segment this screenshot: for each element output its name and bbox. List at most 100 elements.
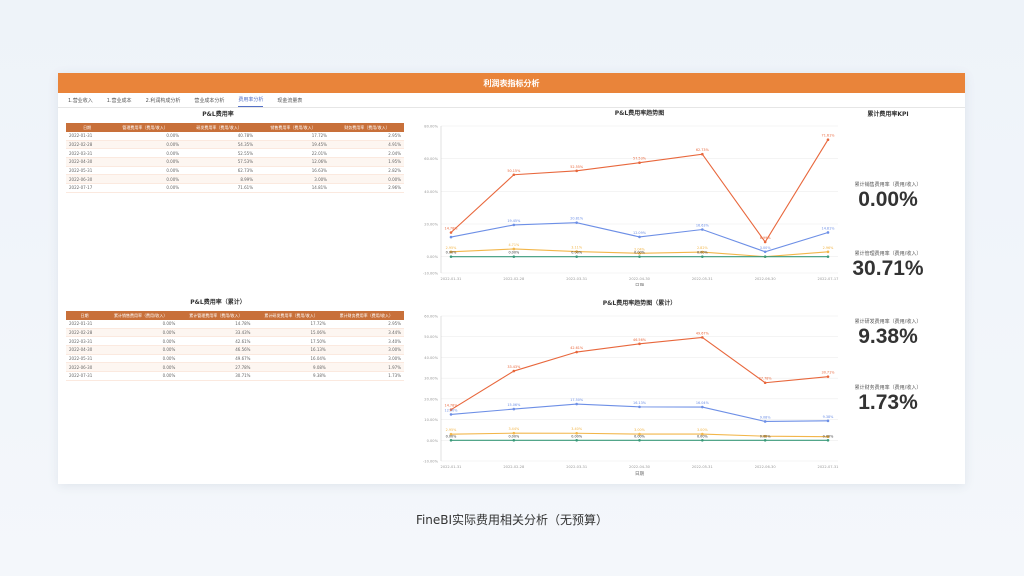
y-tick-label: 40.00% [424, 356, 438, 360]
data-label: 0.00% [508, 434, 520, 438]
table-cell: 40.78% [182, 132, 257, 141]
data-point [701, 228, 704, 231]
data-label: 14.81% [822, 226, 836, 230]
x-tick-label: 2022-02-28 [503, 277, 525, 281]
column-header[interactable]: 研发费用率（费用/收入） [182, 123, 257, 132]
table-cell: 2022-01-31 [66, 132, 109, 141]
tab-2[interactable]: 1.营业成本 [106, 98, 132, 104]
x-tick-label: 2022-01-31 [441, 465, 462, 469]
table-cell: 14.81% [256, 183, 330, 193]
table-cell: 22.01% [256, 148, 330, 159]
data-label: 9.38% [823, 415, 835, 419]
data-point [638, 405, 641, 409]
data-point [449, 408, 453, 411]
data-label: 33.43% [507, 365, 521, 369]
table-cell: 17.72% [256, 132, 330, 141]
column-header[interactable]: 累计销售费用率（费用/收入） [103, 311, 179, 320]
column-header[interactable]: 累计财务费用率（费用/收入） [328, 311, 404, 320]
data-point [512, 173, 516, 177]
data-label: 49.67% [696, 331, 710, 335]
data-point [638, 252, 641, 255]
column-header[interactable]: 销售费用率（费用/收入） [256, 123, 330, 132]
table-cell: 52.55% [182, 148, 257, 159]
chart-title: P&L费用率趋势图 [615, 109, 664, 117]
table-cell: 0.00% [108, 148, 183, 159]
table-cell: 0.00% [329, 174, 404, 185]
table-cell: 2022-07-31 [66, 371, 104, 381]
table-cell: 2022-06-30 [66, 174, 109, 185]
table-cell: 2022-04-30 [66, 345, 104, 355]
table-row: 2022-03-31 0.00% 42.61% 17.50% 3.40% [66, 336, 404, 347]
tab-3[interactable]: 2.利润构成分析 [145, 98, 181, 104]
table-row: 2022-06-30 0.00% 8.99% 3.00% 0.00% [66, 174, 404, 185]
table-cell: 2.95% [329, 132, 404, 141]
column-header[interactable]: 日期 [66, 311, 104, 320]
data-point [763, 420, 767, 423]
data-point [638, 438, 641, 442]
table-row: 2022-03-31 0.00% 52.55% 22.01% 2.04% [66, 148, 404, 159]
data-point [826, 255, 830, 258]
data-point [826, 435, 830, 439]
data-label: 20.81% [570, 217, 584, 221]
table-cell: 57.53% [182, 157, 257, 167]
data-label: 16.04% [696, 401, 710, 405]
data-label: 17.50% [570, 398, 584, 402]
data-point [763, 438, 767, 442]
table-cell: 16.63% [256, 166, 330, 176]
kpi-value-rd: 9.38% [858, 325, 918, 348]
table-cell: 0.00% [108, 157, 183, 167]
table-cell: 2.96% [329, 183, 404, 193]
data-label: 3.00% [760, 246, 772, 250]
column-header[interactable]: 累计管理费用率（费用/收入） [178, 311, 254, 320]
table-cell: 0.00% [103, 362, 179, 373]
data-point [575, 402, 578, 406]
y-tick-label: 20.00% [424, 397, 438, 401]
chart-title: P&L费用率趋势图（累计） [603, 299, 676, 307]
column-header[interactable]: 财务费用率（费用/收入） [329, 123, 404, 132]
data-point [575, 169, 578, 173]
table-cell: 16.04% [253, 354, 329, 364]
y-tick-label: -10.00% [423, 460, 439, 464]
data-point [826, 419, 830, 423]
data-point [763, 255, 767, 258]
table-row: 2022-05-31 0.00% 62.73% 16.63% 2.82% [66, 166, 404, 176]
data-label: 2.95% [446, 428, 458, 432]
tab-1[interactable]: 1.营业收入 [68, 98, 93, 104]
table-cell: 9.08% [253, 362, 329, 373]
table-cell: 14.78% [178, 320, 254, 329]
y-tick-label: 20.00% [424, 223, 438, 227]
table-cell: 2.82% [329, 166, 404, 176]
dashboard-title: 利润表指标分析 [58, 73, 965, 93]
column-header[interactable]: 管理费用率（费用/收入） [108, 123, 183, 132]
data-label: 16.13% [633, 401, 647, 405]
data-label: 0.00% [446, 251, 458, 255]
column-header[interactable]: 日期 [66, 123, 109, 132]
data-point [638, 235, 641, 239]
x-tick-label: 2022-05-31 [692, 277, 713, 281]
data-label: 14.78% [445, 227, 459, 231]
tab-5[interactable]: 费用率分析 [238, 96, 264, 107]
table-cell: 3.44% [328, 328, 404, 338]
data-point [701, 438, 704, 442]
caption: FineBI实际费用相关分析（无预算） [415, 513, 609, 527]
data-point [512, 255, 516, 258]
tab-6[interactable]: 现金流量表 [277, 98, 303, 104]
data-label: 30.71% [822, 371, 836, 375]
data-label: 46.56% [633, 338, 647, 342]
kpi-label-rd: 累计研发费用率（费用/收入） [854, 319, 922, 325]
y-tick-label: 60.00% [424, 315, 438, 319]
data-label: 3.44% [508, 427, 520, 431]
data-point [701, 250, 704, 254]
tab-4[interactable]: 营业成本分析 [194, 98, 225, 104]
x-tick-label: 2022-07-17 [818, 277, 839, 281]
table-cell: 3.40% [328, 336, 404, 347]
table-cell: 2.04% [329, 148, 404, 159]
data-point [701, 432, 704, 436]
data-label: 9.08% [760, 415, 772, 419]
data-point [575, 438, 578, 442]
y-tick-label: 10.00% [424, 418, 438, 422]
table-row: 2022-07-31 0.00% 30.71% 9.38% 1.73% [66, 371, 404, 381]
column-header[interactable]: 累计研发费用率（费用/收入） [253, 311, 329, 320]
kpi-label-admin: 累计管理费用率（费用/收入） [854, 251, 922, 257]
data-point [512, 407, 516, 411]
